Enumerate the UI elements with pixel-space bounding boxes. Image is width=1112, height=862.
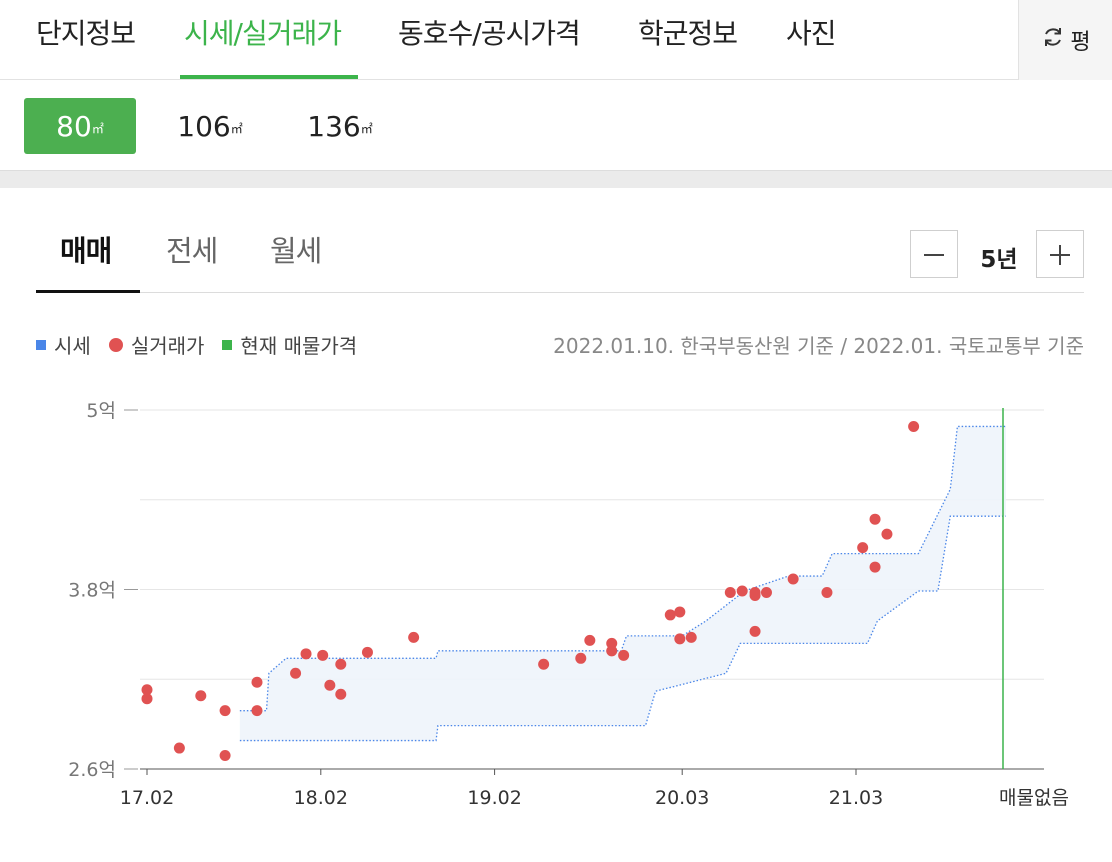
tab-unit-official-price[interactable]: 동호수/공시가격 <box>398 17 581 50</box>
pyeong-label: 평 <box>1070 30 1091 55</box>
transaction-point <box>821 586 833 598</box>
transaction-point <box>908 420 920 432</box>
legend-label: 실거래가 <box>130 334 205 358</box>
legend-transaction: 실거래가 <box>108 330 205 359</box>
section-divider <box>0 170 1112 188</box>
tab-complex-info[interactable]: 단지정보 <box>36 17 136 50</box>
area-selector: 80 ㎡ 106 ㎡ 136 ㎡ <box>0 80 1112 170</box>
minus-icon <box>924 254 944 256</box>
transaction-point <box>618 649 630 661</box>
area-unit: ㎡ <box>360 121 373 136</box>
period-increase-button[interactable] <box>1036 230 1084 278</box>
tab-photos[interactable]: 사진 <box>786 17 837 50</box>
legend-market-price: 시세 <box>36 330 91 359</box>
transaction-point <box>195 690 207 702</box>
y-tick-label: 5억 <box>86 400 116 422</box>
transaction-point <box>219 750 231 762</box>
chart-legend: 시세 실거래가 현재 매물가격 <box>36 330 375 359</box>
transaction-point <box>335 658 347 670</box>
dot-icon <box>108 337 123 352</box>
transaction-point <box>575 652 587 664</box>
transaction-point <box>606 645 618 657</box>
transaction-point <box>869 513 881 525</box>
square-icon <box>36 339 46 350</box>
x-tick-label: 19.02 <box>467 787 521 809</box>
transaction-point <box>724 586 736 598</box>
pyeong-toggle-button[interactable]: 평 <box>1018 0 1112 80</box>
area-unit: ㎡ <box>91 121 104 136</box>
area-unit: ㎡ <box>230 121 243 136</box>
period-decrease-button[interactable] <box>910 230 958 278</box>
transaction-point <box>869 561 881 573</box>
tab-school-info[interactable]: 학군정보 <box>638 17 738 50</box>
transaction-point <box>408 631 420 643</box>
transaction-point <box>219 705 231 717</box>
transaction-point <box>674 633 686 645</box>
x-tick-label: 18.02 <box>294 787 348 809</box>
area-80-button[interactable]: 80 ㎡ <box>24 98 136 154</box>
data-source-note: 2022.01.10. 한국부동산원 기준 / 2022.01. 국토교통부 기… <box>553 334 1084 358</box>
transaction-point <box>749 625 761 637</box>
area-value: 106 <box>177 109 231 143</box>
square-icon <box>222 339 233 350</box>
transaction-point <box>300 648 312 660</box>
y-tick-label: 3.8억 <box>68 580 116 602</box>
transaction-point <box>141 684 153 696</box>
transaction-point <box>317 649 329 661</box>
market-price-lower-line <box>239 515 1006 742</box>
area-value: 136 <box>307 109 361 143</box>
active-tab-underline <box>180 75 358 79</box>
x-tick-label: 17.02 <box>120 787 174 809</box>
x-tick-label: 21.03 <box>829 787 883 809</box>
transaction-point <box>251 676 263 688</box>
transaction-point <box>674 606 686 618</box>
transaction-point <box>760 586 772 598</box>
tab-monthly-rent[interactable]: 월세 <box>270 234 322 268</box>
transaction-point <box>361 646 373 658</box>
transaction-point <box>324 679 336 691</box>
transaction-point <box>173 742 185 754</box>
subtab-divider <box>36 292 1084 293</box>
refresh-icon <box>1040 24 1066 56</box>
transaction-point <box>251 705 263 717</box>
transaction-point <box>857 542 869 554</box>
transaction-point <box>736 585 748 597</box>
period-label: 5년 <box>980 247 1018 273</box>
transaction-point <box>664 609 676 621</box>
area-136-button[interactable]: 136 ㎡ <box>300 98 380 154</box>
y-tick-label: 2.6억 <box>68 759 116 781</box>
active-subtab-underline <box>36 290 140 293</box>
legend-label: 시세 <box>54 334 91 358</box>
transaction-point <box>141 693 153 705</box>
area-106-button[interactable]: 106 ㎡ <box>170 98 250 154</box>
tab-jeonse[interactable]: 전세 <box>166 234 218 268</box>
transaction-point <box>290 667 302 679</box>
legend-label: 현재 매물가격 <box>240 334 358 358</box>
transaction-point <box>787 573 799 585</box>
transaction-point <box>749 589 761 601</box>
legend-current-listing: 현재 매물가격 <box>222 330 357 359</box>
transaction-point <box>584 634 596 646</box>
market-price-band <box>239 426 1006 741</box>
tab-price-transaction[interactable]: 시세/실거래가 <box>184 17 342 50</box>
tab-sale[interactable]: 매매 <box>60 234 112 268</box>
x-tick-label: 20.03 <box>655 787 709 809</box>
top-tab-bar: 단지정보 시세/실거래가 동호수/공시가격 학군정보 사진 평 <box>0 0 1112 80</box>
transaction-point <box>685 631 697 643</box>
transaction-point <box>335 688 347 700</box>
area-value: 80 <box>56 109 92 143</box>
x-end-label: 매물없음 <box>999 787 1069 809</box>
transaction-point <box>881 528 893 540</box>
transaction-point <box>538 658 550 670</box>
price-chart: 2.6억 3.8억 5억 17.02 18.02 19.02 20.03 21.03 매물없음 <box>68 400 1069 809</box>
